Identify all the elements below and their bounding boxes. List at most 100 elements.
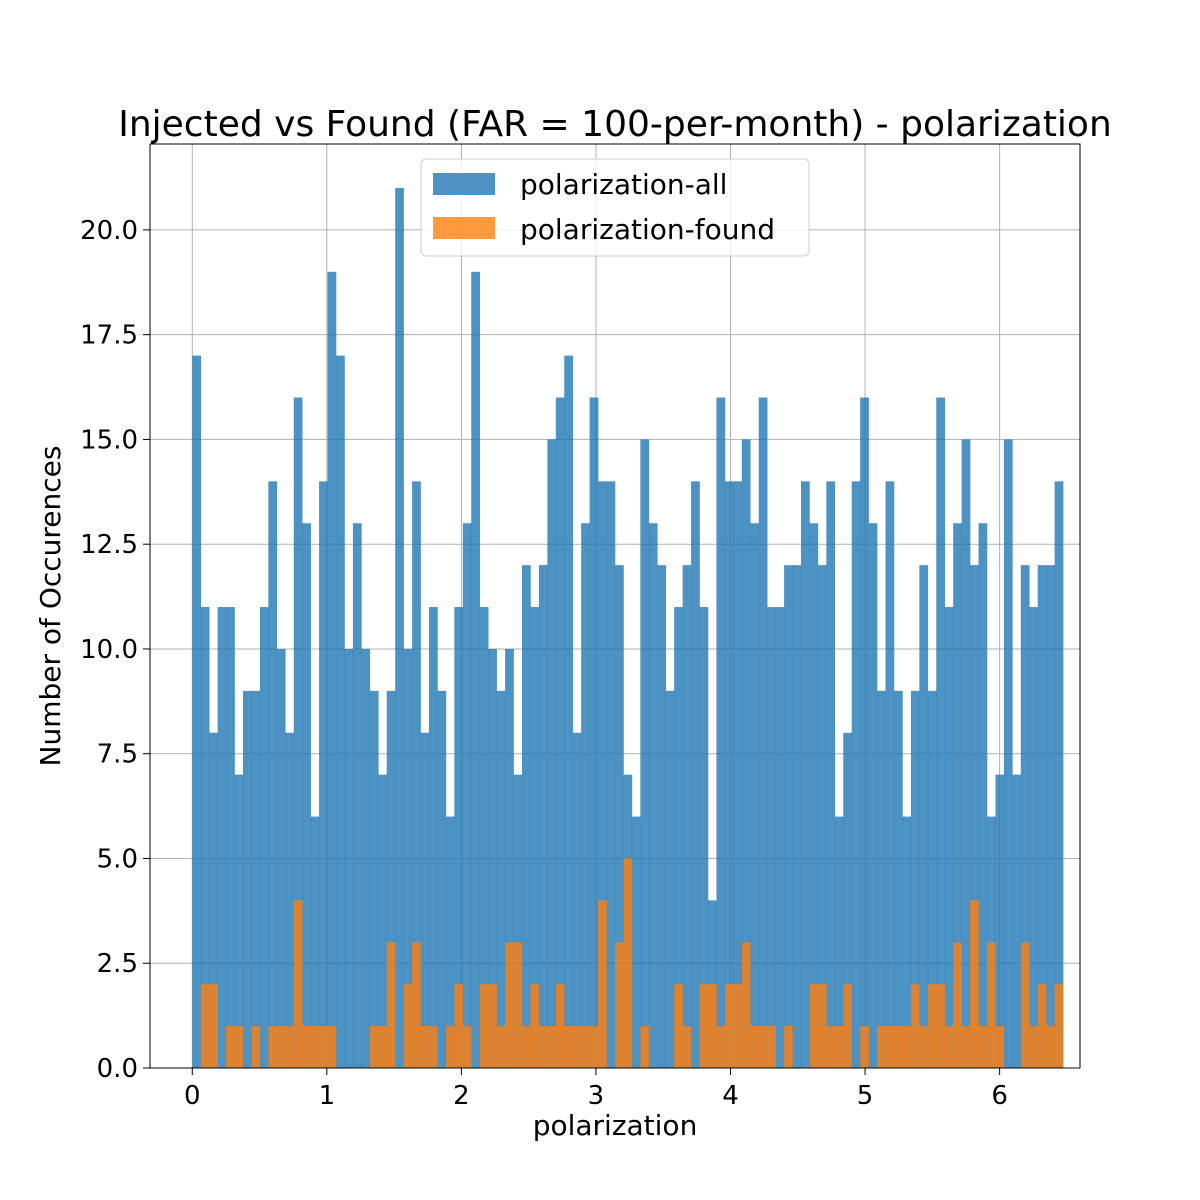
found-bar (310, 1026, 320, 1068)
all-bar (259, 607, 269, 1068)
all-bar (792, 565, 802, 1068)
all-bar (1054, 481, 1064, 1068)
all-bar (344, 648, 354, 1068)
found-bar (488, 984, 497, 1068)
y-tick-label: 12.5 (80, 530, 138, 560)
found-bar (910, 984, 920, 1068)
found-bar (479, 984, 489, 1068)
x-tick-label: 6 (991, 1081, 1008, 1111)
legend-swatch-all (433, 173, 495, 195)
all-bar (648, 523, 658, 1068)
found-bar (1046, 1026, 1055, 1068)
all-bar (817, 565, 827, 1068)
all-bar (572, 732, 582, 1068)
found-bar (572, 1026, 582, 1068)
y-axis-label: Number of Occurences (34, 446, 67, 767)
found-bar (445, 1026, 455, 1068)
all-bar (699, 607, 709, 1068)
all-bar (970, 565, 979, 1068)
all-bar (521, 565, 531, 1068)
found-bar (674, 984, 683, 1068)
all-bar (784, 565, 793, 1068)
found-bar (953, 942, 962, 1068)
all-bar (200, 607, 210, 1068)
found-bar (986, 942, 996, 1068)
all-bar (868, 523, 878, 1068)
all-bar (445, 816, 455, 1068)
found-bar (302, 1026, 311, 1068)
x-axis-ticks: 0 1 2 3 4 5 6 (184, 1068, 1008, 1111)
found-bar (209, 984, 218, 1068)
found-bar (978, 1026, 988, 1068)
found-bar (268, 1026, 278, 1068)
all-bar (775, 607, 785, 1068)
all-bar (395, 188, 404, 1068)
y-tick-label: 7.5 (97, 740, 138, 770)
all-bar (995, 774, 1005, 1068)
found-bar (834, 1026, 844, 1068)
plot-frame (149, 143, 1081, 1069)
all-bar (462, 523, 472, 1068)
found-bar (614, 942, 624, 1068)
all-bar (538, 565, 548, 1068)
all-bar (428, 607, 438, 1068)
all-bar (910, 690, 920, 1068)
found-bar (251, 1026, 261, 1068)
all-bar (327, 271, 337, 1068)
all-bar (665, 690, 675, 1068)
all-bar (209, 732, 218, 1068)
found-bar (970, 900, 979, 1068)
all-bar (598, 481, 607, 1068)
x-tick-label: 4 (722, 1081, 739, 1111)
all-bar (547, 439, 557, 1068)
found-bar (555, 984, 565, 1068)
all-bar (614, 565, 624, 1068)
all-bar (851, 481, 861, 1068)
found-bar (589, 1026, 599, 1068)
found-bar (919, 1026, 929, 1068)
found-bar (378, 1026, 388, 1068)
all-bar (420, 732, 430, 1068)
legend-label-all: polarization-all (520, 168, 727, 201)
found-bar (1020, 942, 1030, 1068)
all-bar (505, 648, 514, 1068)
found-bar (767, 1026, 776, 1068)
all-bar (251, 690, 261, 1068)
all-bar (953, 523, 962, 1068)
all-bar (691, 481, 700, 1068)
all-bar (902, 816, 912, 1068)
found-bar (412, 942, 421, 1068)
all-bar (352, 523, 362, 1068)
all-bar (479, 607, 489, 1068)
all-bar (893, 690, 903, 1068)
all-bar (496, 690, 506, 1068)
all-bar (1012, 774, 1022, 1068)
found-bar (462, 1026, 472, 1068)
legend-label-found: polarization-found (520, 213, 775, 246)
found-bar (1037, 984, 1047, 1068)
all-bar (631, 816, 641, 1068)
all-bar (750, 523, 760, 1068)
legend-swatch-found (433, 217, 495, 239)
series-all-bars (192, 188, 1064, 1069)
found-bar (885, 1026, 895, 1068)
found-bar (420, 1026, 430, 1068)
all-bar (1046, 565, 1055, 1068)
found-bar (826, 1026, 836, 1068)
found-bar (995, 1026, 1005, 1068)
found-bar (200, 984, 210, 1068)
all-bar (564, 355, 574, 1069)
all-bar (530, 607, 540, 1068)
all-bar (877, 690, 886, 1068)
found-bar (293, 900, 303, 1068)
all-bar (978, 523, 988, 1068)
all-bar (885, 481, 895, 1068)
found-bar (817, 984, 827, 1068)
y-tick-label: 10.0 (80, 635, 138, 665)
all-bar (1020, 565, 1030, 1068)
found-bar (521, 1026, 531, 1068)
all-bar (386, 690, 396, 1068)
all-bar (640, 439, 650, 1068)
all-bar (192, 355, 202, 1069)
found-bar (598, 900, 607, 1068)
